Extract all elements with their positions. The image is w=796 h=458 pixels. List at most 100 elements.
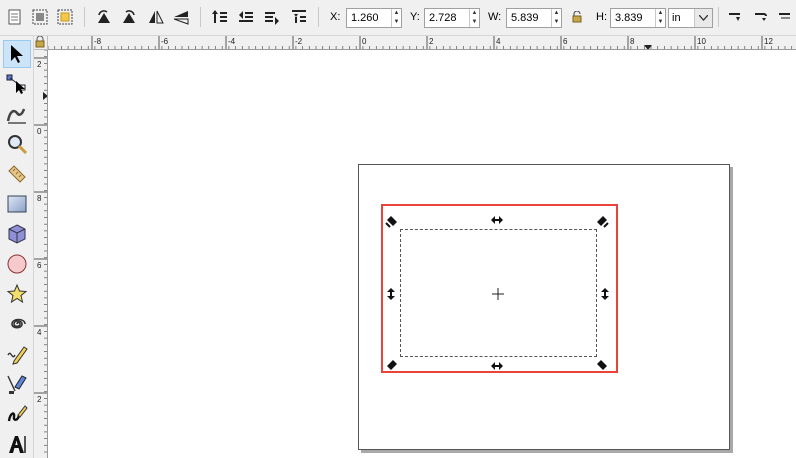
chevron-down-icon[interactable]	[694, 9, 712, 27]
magnifier-icon	[8, 135, 28, 155]
raise-to-top-icon[interactable]	[209, 6, 231, 28]
circle-icon	[7, 254, 27, 274]
y-value[interactable]: 2.728	[429, 12, 457, 24]
calligraphy-icon	[7, 405, 28, 422]
tweak-tool[interactable]	[3, 100, 31, 128]
ruler-label: -4	[228, 37, 236, 46]
pen-tool[interactable]	[3, 370, 31, 398]
y-label: Y:	[410, 11, 420, 23]
w-value[interactable]: 5.839	[511, 12, 539, 24]
x-value[interactable]: 1.260	[351, 12, 379, 24]
text-a-icon	[9, 436, 26, 453]
star-tool[interactable]	[3, 280, 31, 308]
node-tool[interactable]	[3, 70, 31, 98]
w-spinbox[interactable]: 5.839 ▲ ▼	[506, 8, 562, 28]
zoom-tool[interactable]	[3, 130, 31, 158]
pencil-icon	[7, 346, 28, 365]
selection-bounding-box	[381, 204, 618, 373]
raise-icon[interactable]	[235, 6, 257, 28]
vertical-ruler[interactable]: 2 0 8 6 4 2	[34, 50, 48, 458]
separator	[318, 7, 319, 27]
rotate-cw-icon[interactable]	[118, 6, 140, 28]
ruler-label: 6	[37, 261, 42, 270]
selector-tool[interactable]	[3, 40, 31, 68]
cube-icon	[8, 224, 26, 244]
bottom-right-handle[interactable]	[595, 358, 609, 372]
flip-vertical-icon[interactable]	[170, 6, 192, 28]
ruler-label: 10	[697, 37, 706, 46]
top-center-handle[interactable]	[490, 213, 504, 227]
bottom-center-handle[interactable]	[490, 359, 504, 373]
ruler-label: 0	[37, 127, 42, 136]
ruler-label: 0	[362, 37, 367, 46]
lower-to-bottom-icon[interactable]	[288, 6, 310, 28]
deselect-icon[interactable]	[54, 6, 76, 28]
horizontal-ruler[interactable]: -8 -6 -4 -2 0 2 4 6 8 10 12	[48, 36, 796, 50]
selected-rectangle[interactable]	[400, 229, 597, 357]
x-spinbox[interactable]: 1.260 ▲ ▼	[346, 8, 402, 28]
ruler-label: -2	[295, 37, 303, 46]
calligraphy-tool[interactable]	[3, 400, 31, 428]
x-label: X:	[330, 11, 341, 23]
scale-corners-icon[interactable]	[750, 6, 772, 28]
pen-icon	[7, 375, 27, 394]
guide-lock-icon[interactable]	[34, 35, 46, 48]
y-spinbox[interactable]: 2.728 ▲ ▼	[424, 8, 480, 28]
rotate-ccw-icon[interactable]	[93, 6, 115, 28]
ruler-label: 2	[37, 60, 42, 69]
select-all-layers-icon[interactable]	[29, 6, 51, 28]
separator	[200, 7, 201, 27]
lock-icon[interactable]	[566, 6, 588, 28]
middle-left-handle[interactable]	[384, 287, 398, 301]
ruler-label: 4	[37, 328, 42, 337]
ruler-label: 8	[630, 37, 635, 46]
top-left-handle[interactable]	[385, 214, 399, 228]
h-spinbox[interactable]: 3.839 ▲ ▼	[610, 8, 666, 28]
separator	[84, 7, 85, 27]
w-label: W:	[488, 11, 502, 23]
ruler-label: 12	[764, 37, 773, 46]
ruler-label: 2	[37, 395, 42, 404]
ruler-icon	[8, 165, 26, 183]
unit-value[interactable]: in	[672, 12, 681, 24]
arrow-cursor-icon	[11, 45, 23, 63]
horizontal-ruler-ticks: -8 -6 -4 -2 0 2 4 6 8 10 12	[48, 36, 793, 49]
rectangle-icon	[7, 195, 27, 213]
3d-box-tool[interactable]	[3, 220, 31, 248]
text-tool[interactable]	[3, 430, 31, 458]
h-label: H:	[596, 11, 607, 23]
bottom-left-handle[interactable]	[385, 358, 399, 372]
scale-stroke-icon[interactable]	[724, 6, 746, 28]
spiral-icon	[11, 318, 26, 329]
tweak-wave-icon	[6, 108, 26, 124]
ruler-label: 2	[429, 37, 434, 46]
top-right-handle[interactable]	[595, 214, 609, 228]
cursor-position-marker	[644, 45, 652, 49]
unit-select[interactable]: in	[668, 8, 713, 28]
cursor-position-marker	[43, 92, 47, 100]
spiral-tool[interactable]	[3, 310, 31, 338]
move-gradients-icon[interactable]	[774, 6, 796, 28]
y-spin-arrows[interactable]: ▲ ▼	[469, 9, 479, 27]
node-arrow-icon	[6, 74, 26, 94]
toolbox	[0, 36, 34, 458]
h-value[interactable]: 3.839	[615, 12, 643, 24]
ellipse-tool[interactable]	[3, 250, 31, 278]
star-icon	[6, 283, 28, 304]
w-spin-arrows[interactable]: ▲ ▼	[551, 9, 561, 27]
ruler-label: -6	[161, 37, 169, 46]
rectangle-tool[interactable]	[3, 190, 31, 218]
ruler-label: -8	[94, 37, 102, 46]
middle-right-handle[interactable]	[598, 287, 612, 301]
flip-horizontal-icon[interactable]	[145, 6, 167, 28]
select-all-icon[interactable]	[4, 6, 26, 28]
rotation-center-icon[interactable]	[492, 288, 504, 300]
measure-tool[interactable]	[3, 160, 31, 188]
h-spin-arrows[interactable]: ▲ ▼	[655, 9, 665, 27]
lower-icon[interactable]	[261, 6, 283, 28]
page-border	[358, 164, 730, 450]
pencil-tool[interactable]	[3, 340, 31, 368]
drawing-canvas[interactable]	[49, 51, 796, 458]
separator	[718, 7, 719, 27]
x-spin-arrows[interactable]: ▲ ▼	[391, 9, 401, 27]
